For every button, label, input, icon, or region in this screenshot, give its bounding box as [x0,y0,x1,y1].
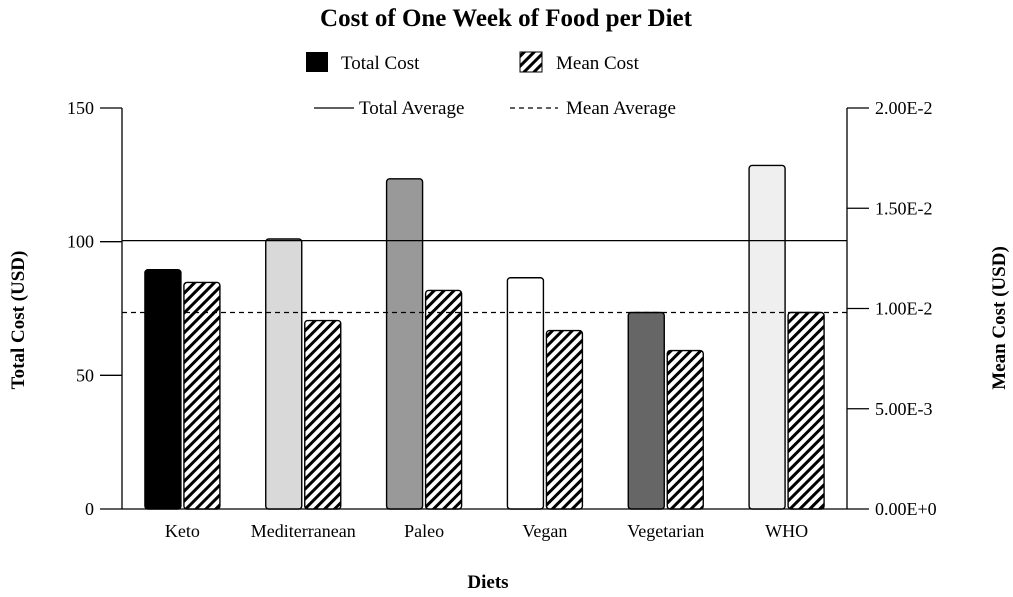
category-label: WHO [765,521,808,541]
legend-label-mean-cost: Mean Cost [556,53,640,74]
left-tick-label: 50 [76,365,94,385]
bar-total-cost-vegan [506,277,545,510]
reference-lines [122,239,847,314]
left-tick-label: 0 [85,499,94,519]
legend: Total Cost Mean Cost Total Average Mean … [306,51,676,119]
bar-mean-cost-vegetarian [666,349,704,510]
left-y-ticks: 0 50 100 150 [67,98,122,519]
category-label: Keto [165,521,200,541]
right-tick-label: 2.00E-2 [875,98,933,118]
category-labels: Keto Mediterranean Paleo Vegan Vegetarian WHO [165,521,808,541]
legend-swatch-total-cost [306,52,328,72]
left-tick-label: 100 [67,232,94,252]
legend-swatch-mean-cost [519,51,543,73]
bars [144,164,825,510]
category-label: Vegetarian [627,521,704,541]
bar-mean-cost-paleo [424,289,463,510]
bar-total-cost-keto [144,269,182,510]
category-label: Paleo [404,521,444,541]
category-label: Vegan [522,521,567,541]
bar-total-cost-mediterranean [265,238,303,510]
bar-mean-cost-who [787,311,825,510]
bar-mean-cost-mediterranean [304,319,342,510]
right-tick-label: 0.00E+0 [875,499,937,519]
left-y-axis-title: Total Cost (USD) [8,251,29,390]
right-tick-label: 1.50E-2 [875,198,933,218]
category-label: Mediterranean [251,521,356,541]
bar-mean-cost-vegan [545,329,584,510]
bar-total-cost-paleo [385,178,424,510]
bar-total-cost-vegetarian [627,311,665,510]
chart-title: Cost of One Week of Food per Diet [320,5,693,32]
right-tick-label: 5.00E-3 [875,399,933,419]
right-y-axis-title: Mean Cost (USD) [989,246,1010,390]
legend-label-mean-average: Mean Average [566,98,676,119]
right-tick-label: 1.00E-2 [875,299,933,319]
bar-mean-cost-keto [183,281,221,510]
right-y-ticks: 0.00E+0 5.00E-3 1.00E-2 1.50E-2 2.00E-2 [847,98,937,519]
legend-label-total-average: Total Average [359,98,464,119]
legend-label-total-cost: Total Cost [341,53,420,74]
bar-total-cost-who [748,164,786,510]
x-axis-title: Diets [467,572,508,593]
left-tick-label: 150 [67,98,94,118]
